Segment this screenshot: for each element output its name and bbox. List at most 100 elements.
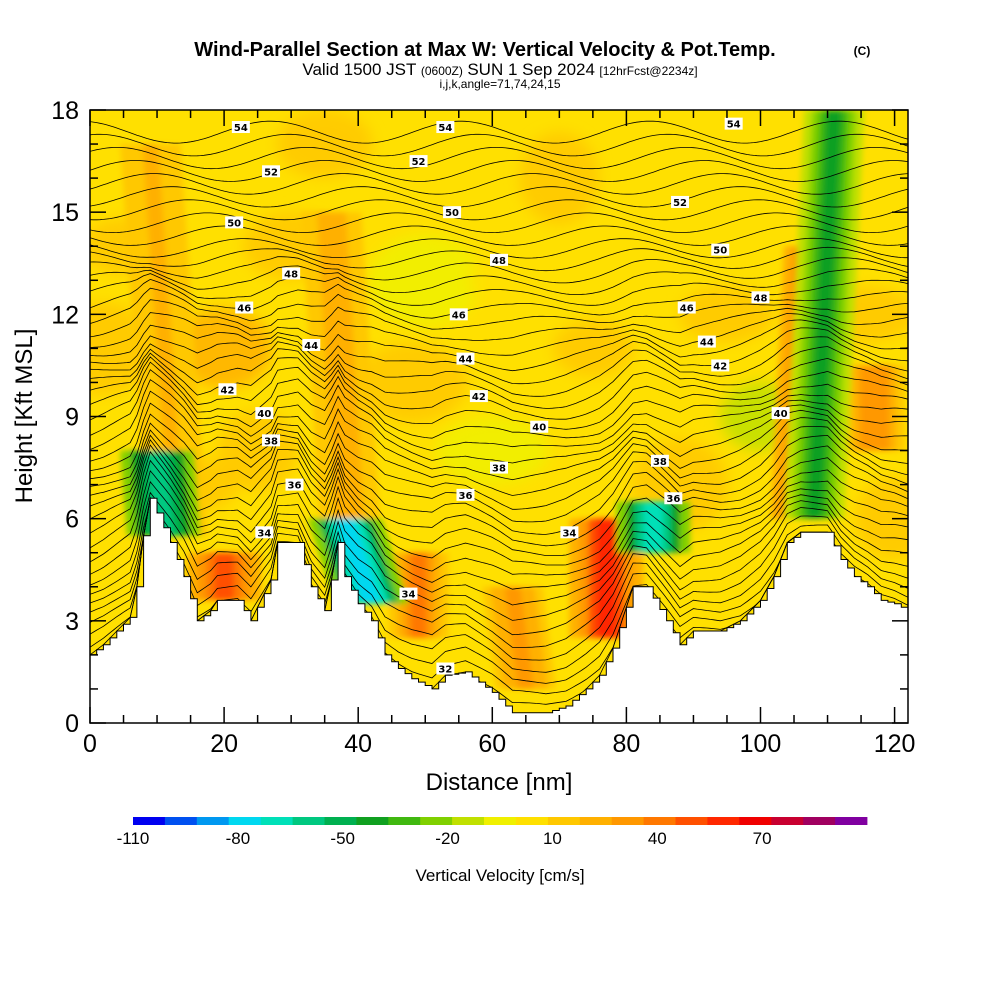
theta-contour [90, 451, 908, 576]
contour-label-text: 36 [288, 481, 302, 492]
theta-contour [90, 173, 908, 195]
contour-label-text: 38 [653, 457, 667, 468]
y-tick-label: 18 [51, 97, 79, 125]
contour-label: 52 [262, 165, 281, 178]
chart-title: Wind-Parallel Section at Max W: Vertical… [194, 39, 775, 61]
theta-contour [90, 361, 908, 439]
contour-label-bg [711, 359, 730, 372]
colorbar-swatch [675, 817, 708, 825]
contour-label-text: 38 [264, 436, 278, 447]
theta-contour [90, 336, 908, 397]
x-axis-label: Distance [nm] [426, 769, 573, 796]
contour-label: 46 [449, 308, 468, 321]
contour-label-text: 50 [713, 246, 727, 257]
chart-subtitle: Valid 1500 JST (0600Z) SUN 1 Sep 2024 [1… [302, 60, 697, 79]
contour-label-text: 54 [727, 120, 741, 131]
x-tick-labels: 0 20 40 60 80 100 120 [83, 730, 915, 758]
colorbar-swatch [803, 817, 836, 825]
contour-label-text: 52 [264, 167, 278, 178]
contour-label: 38 [650, 454, 669, 468]
theta-contour [90, 199, 908, 221]
contour-label-text: 48 [284, 269, 298, 280]
theta-contour [90, 312, 908, 356]
velocity-patch [176, 308, 273, 389]
y-tick-label: 0 [65, 710, 79, 738]
contour-label-bg [285, 478, 304, 491]
velocity-patch [590, 212, 703, 281]
theta-contour [90, 346, 908, 409]
contour-label-bg [235, 301, 254, 314]
theta-contour [90, 402, 908, 496]
contour-label: 42 [469, 390, 488, 403]
contour-label-bg [697, 335, 716, 348]
contour-label: 34 [255, 526, 274, 539]
theta-contour [90, 273, 908, 306]
theta-contour [90, 496, 908, 684]
contour-label-bg [530, 420, 549, 433]
theta-contour [90, 160, 908, 182]
colorbar-swatch [516, 817, 549, 825]
colorbar-swatch [292, 817, 325, 825]
contour-label-bg [664, 492, 683, 505]
contour-label: 50 [711, 243, 730, 257]
theta-contour [90, 444, 908, 566]
theta-contour [90, 434, 908, 547]
updraft-band [142, 144, 185, 536]
contour-label-bg [469, 390, 488, 403]
contour-label: 40 [530, 420, 549, 434]
contour-label-text: 36 [459, 491, 473, 502]
updraft-band [596, 518, 616, 638]
subtitle-utc: (0600Z) [421, 64, 463, 78]
contour-label: 48 [490, 253, 508, 267]
contour-label-text: 40 [774, 409, 788, 420]
theta-contour [90, 496, 908, 648]
contour-label-text: 44 [700, 338, 714, 349]
theta-contour [90, 439, 908, 556]
y-tick-label: 12 [51, 301, 79, 329]
contour-label-text: 44 [459, 355, 473, 366]
contour-label-text: 34 [402, 590, 416, 601]
contour-label-bg [225, 216, 244, 229]
colorbar-swatch [579, 817, 613, 825]
contour-label-text: 34 [562, 528, 576, 539]
contour-label-bg [449, 308, 468, 321]
contour-label-bg [724, 117, 743, 130]
contour-label-bg [490, 253, 508, 266]
theta-contour [90, 429, 908, 535]
contour-label-bg [262, 434, 281, 447]
theta-contour [90, 413, 908, 510]
contour-label-text: 34 [257, 528, 271, 539]
colorbar-swatch [133, 817, 166, 825]
contour-label-bg [456, 352, 475, 365]
contour-label-text: 52 [412, 157, 426, 168]
contour-label-bg [751, 291, 770, 304]
downdraft-band [643, 501, 663, 553]
contour-label: 48 [282, 267, 301, 280]
contour-label: 54 [231, 121, 250, 134]
colorbar-tick-label: 10 [543, 829, 562, 848]
contour-label-text: 38 [492, 464, 506, 475]
y-axis-label: Height [Kft MSL] [11, 329, 38, 504]
contour-label-bg [436, 662, 455, 675]
downdraft-band [335, 518, 382, 604]
contour-label-bg [560, 526, 579, 539]
contour-label: 42 [711, 359, 730, 372]
contour-label-bg [456, 488, 475, 501]
y-tick-label: 3 [65, 608, 79, 636]
contour-label: 48 [751, 291, 770, 304]
contour-label: 34 [399, 587, 418, 601]
contour-label-text: 40 [257, 409, 271, 420]
theta-contour [90, 327, 908, 385]
chart-subtitle-indices: i,j,k,angle=71,74,24,15 [439, 77, 560, 91]
theta-contour [90, 390, 908, 481]
contour-label-bg [399, 587, 418, 600]
contour-label: 38 [490, 461, 508, 475]
contour-label-bg [282, 267, 301, 280]
colorbar-label: Vertical Velocity [cm/s] [415, 866, 584, 885]
contour-label: 46 [677, 301, 696, 315]
contour-label: 32 [436, 662, 455, 676]
contour-label: 46 [235, 301, 254, 315]
theta-contour [90, 459, 908, 590]
colorbar-swatch [420, 817, 453, 825]
colorbar-swatch [324, 817, 357, 825]
